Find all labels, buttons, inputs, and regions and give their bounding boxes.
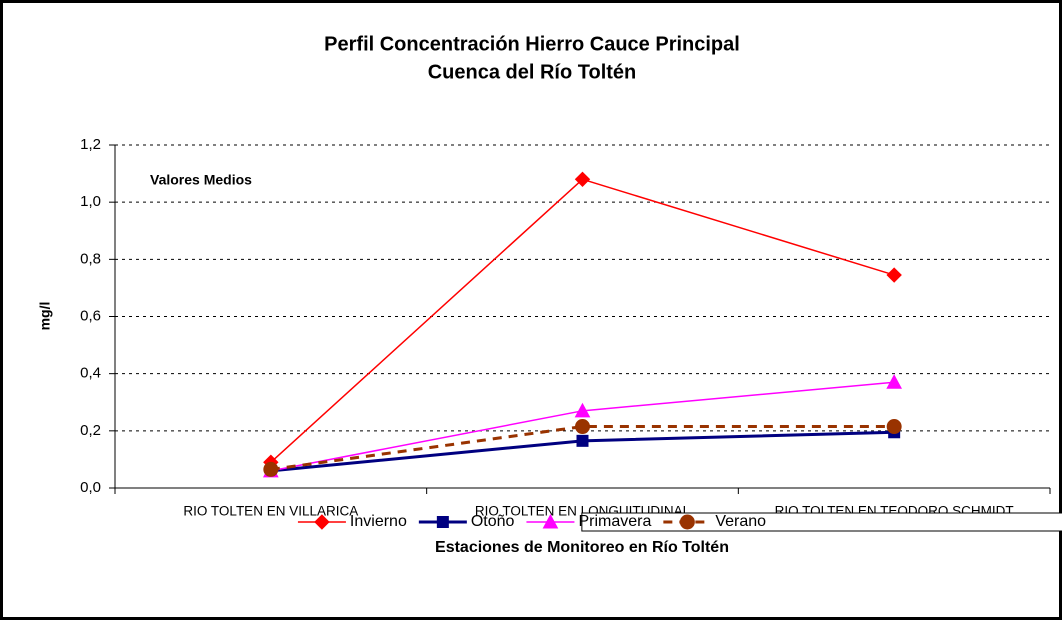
legend-box: [581, 512, 1062, 532]
legend-marker: [314, 514, 330, 530]
series-line: [270, 425, 895, 471]
y-tick-label: 0,0: [80, 479, 101, 496]
data-point: [886, 419, 902, 435]
y-axis-label: mg/l: [37, 302, 53, 331]
legend-marker: [436, 516, 449, 528]
data-point: [576, 434, 589, 447]
y-tick-label: 0,2: [80, 422, 101, 439]
y-tick-label: 0,4: [80, 365, 101, 382]
x-axis-label: Estaciones de Monitoreo en Río Toltén: [435, 539, 729, 556]
data-point: [886, 267, 902, 283]
chart-subtitle: Cuenca del Río Toltén: [428, 61, 637, 83]
x-tick-label: RIO TOLTEN EN VILLARICA: [183, 504, 358, 519]
data-point: [886, 374, 903, 389]
data-point: [263, 461, 279, 477]
legend-marker: [542, 513, 559, 529]
y-tick-label: 0,8: [80, 250, 101, 267]
y-tick-label: 0,6: [80, 307, 101, 324]
chart-title: Perfil Concentración Hierro Cauce Princi…: [324, 33, 740, 55]
legend-label: Primavera: [578, 513, 651, 530]
data-point: [574, 171, 591, 188]
legend-marker: [679, 514, 695, 530]
legend-label: Invierno: [350, 513, 407, 530]
annotation: Valores Medios: [150, 172, 252, 188]
legend-label: Otoño: [471, 513, 515, 530]
data-point: [575, 419, 590, 435]
legend-label: Verano: [715, 513, 766, 530]
data-point: [574, 402, 591, 418]
y-tick-label: 1,2: [80, 136, 101, 153]
y-tick-label: 1,0: [80, 193, 101, 210]
legend: Invierno Otoño Primavera Verano: [297, 512, 1062, 532]
